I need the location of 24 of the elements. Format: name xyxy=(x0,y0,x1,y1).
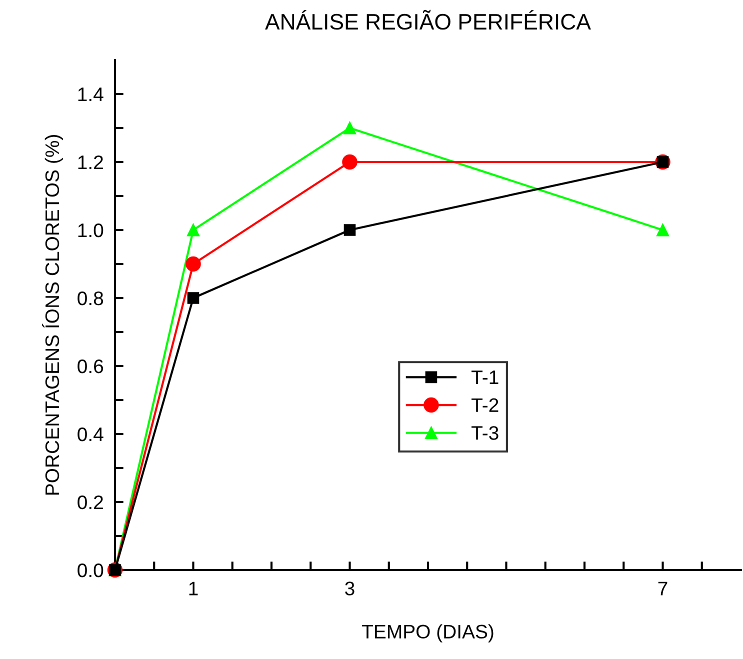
point xyxy=(187,292,200,304)
legend-label: T-1 xyxy=(472,370,498,384)
point xyxy=(187,224,200,236)
x-tick-label: 3 xyxy=(345,582,354,596)
x-tick-label: 1 xyxy=(189,582,198,596)
y-tick-label: 0.8 xyxy=(78,291,104,306)
point xyxy=(344,122,356,134)
y-tick-label: 0.6 xyxy=(78,359,104,374)
y-tick-label: 1.0 xyxy=(78,223,104,238)
point xyxy=(186,256,201,272)
legend-label: T-2 xyxy=(472,398,498,412)
point xyxy=(344,224,356,236)
x-axis-title: TEMPO (DIAS) xyxy=(362,624,494,642)
y-tick-label: 0.2 xyxy=(78,495,103,510)
chart-title: ANÁLISE REGIÃO PERIFÉRICA xyxy=(265,10,591,30)
legend-label: T-3 xyxy=(472,426,498,440)
x-tick-label: 7 xyxy=(658,582,668,596)
y-tick-label: 1.2 xyxy=(78,155,103,170)
y-axis-title: PORCENTAGENS ÍONS CLORETOS (%) xyxy=(42,135,63,495)
y-tick-label: 1.4 xyxy=(78,88,104,102)
y-tick-label: 0.4 xyxy=(78,427,104,442)
point xyxy=(656,224,669,236)
point xyxy=(342,154,358,170)
y-tick-label: 0.0 xyxy=(78,563,104,578)
